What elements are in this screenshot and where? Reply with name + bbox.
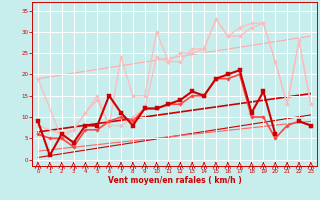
X-axis label: Vent moyen/en rafales ( km/h ): Vent moyen/en rafales ( km/h ) (108, 176, 241, 185)
